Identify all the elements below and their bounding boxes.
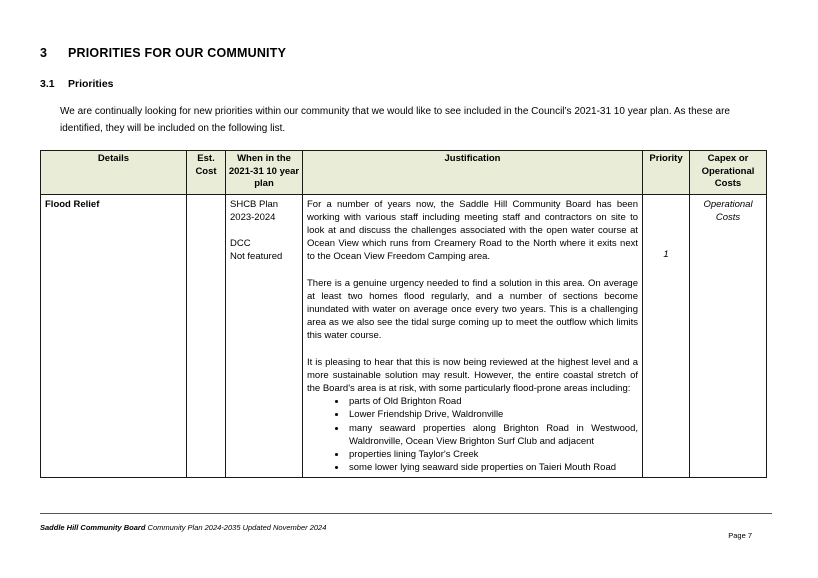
when-plan-entry: SHCB Plan 2023-2024 [230, 198, 298, 224]
justification-paragraph-3: It is pleasing to hear that this is now … [307, 356, 638, 394]
when-dcc-label: DCC [230, 237, 251, 249]
list-item: many seaward properties along Brighton R… [347, 422, 638, 448]
section-heading: 3 PRIORITIES FOR OUR COMMUNITY [40, 46, 766, 60]
when-dcc-status: Not featured [230, 251, 283, 263]
list-item: Lower Friendship Drive, Waldronville [347, 408, 638, 421]
col-header-capex: Capex or Operational Costs [689, 150, 767, 195]
subsection-number: 3.1 [40, 78, 55, 90]
section-title: PRIORITIES FOR OUR COMMUNITY [68, 46, 287, 60]
cell-capex: Operational Costs [689, 193, 767, 479]
col-header-justification: Justification [302, 150, 643, 195]
col-header-when: When in the 2021-31 10 year plan [225, 150, 303, 195]
table-header-row: Details Est. Cost When in the 2021-31 10… [40, 150, 767, 195]
page-content: 3 PRIORITIES FOR OUR COMMUNITY 3.1 Prior… [40, 46, 767, 479]
when-dcc-entry: DCC Not featured [230, 237, 298, 263]
intro-paragraph: We are continually looking for new prior… [60, 106, 730, 134]
page-number: Page 7 [728, 531, 752, 540]
cell-when: SHCB Plan 2023-2024 DCC Not featured [225, 193, 303, 479]
justification-paragraph-1: For a number of years now, the Saddle Hi… [307, 198, 638, 263]
when-plan-years: 2023-2024 [230, 211, 276, 223]
justification-paragraph-2: There is a genuine urgency needed to fin… [307, 277, 638, 342]
when-plan-label: SHCB Plan [230, 198, 279, 210]
list-item: some lower lying seaward side properties… [347, 461, 638, 474]
table-row-flood-relief: Flood Relief SHCB Plan 2023-2024 DCC Not… [40, 193, 767, 479]
list-item: properties lining Taylor's Creek [347, 448, 638, 461]
cell-justification: For a number of years now, the Saddle Hi… [302, 193, 643, 479]
footer-org-name: Saddle Hill Community Board [40, 523, 146, 532]
cell-est-cost [186, 193, 226, 479]
cell-priority: 1 [642, 193, 690, 479]
footer-divider [40, 513, 772, 514]
flood-prone-areas-list: parts of Old Brighton Road Lower Friends… [307, 395, 638, 474]
footer-text: Saddle Hill Community Board Community Pl… [40, 523, 326, 532]
priority-value: 1 [663, 248, 669, 260]
footer-plan-info: Community Plan 2024-2035 Updated Novembe… [145, 523, 327, 532]
col-header-priority: Priority [642, 150, 690, 195]
list-item: parts of Old Brighton Road [347, 395, 638, 408]
cell-details: Flood Relief [40, 193, 187, 479]
priorities-table: Details Est. Cost When in the 2021-31 10… [40, 150, 767, 479]
subsection-title: Priorities [68, 78, 114, 90]
col-header-details: Details [40, 150, 187, 195]
section-number: 3 [40, 46, 48, 60]
col-header-est-cost: Est. Cost [186, 150, 226, 195]
subsection-heading: 3.1 Priorities [40, 78, 766, 90]
